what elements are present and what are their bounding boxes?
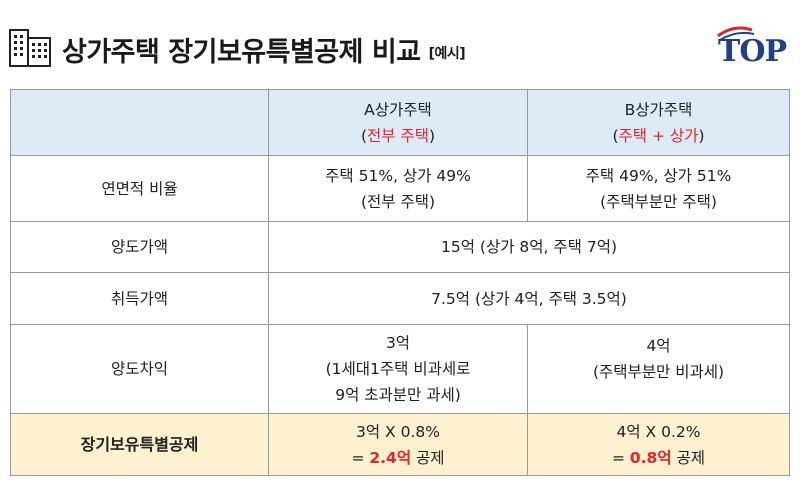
cell-merged: 15억 (상가 8억, 주택 7억) <box>268 221 790 273</box>
cell-a: 주택 51%, 상가 49% (전부 주택) <box>268 155 528 222</box>
table-header-row: A상가주택 (전부 주택) B상가주택 (주택 + 상가) <box>10 89 790 156</box>
cell-line: = 0.8억 공제 <box>611 448 706 467</box>
cell-merged: 7.5억 (상가 4억, 주택 3.5억) <box>268 272 790 325</box>
col-a-type: (전부 주택) <box>360 126 436 145</box>
page-title: 상가주택 장기보유특별공제 비교 [예시] <box>62 30 466 69</box>
cell-line: 4억 <box>646 337 671 355</box>
page-header: 상가주택 장기보유특별공제 비교 [예시] TOP <box>0 0 800 88</box>
row-label: 취득가액 <box>10 272 269 325</box>
cell-a: 3억 X 0.8% = 2.4억 공제 <box>268 413 528 476</box>
cell-line: 3억 <box>385 334 411 352</box>
row-label: 양도가액 <box>10 221 269 273</box>
col-b-type: (주택 + 상가) <box>612 126 705 145</box>
table-row-gain: 양도차익 3억 (1세대1주택 비과세로 9억 초과분만 과세) 4억 (주택부… <box>10 324 790 414</box>
cell-line: 3억 X 0.8% <box>356 422 440 441</box>
cell-line: = 2.4억 공제 <box>351 448 445 467</box>
col-b-title: B상가주택 <box>624 100 693 119</box>
cell-line: 4억 X 0.2% <box>616 422 701 441</box>
logo-text: TOP <box>718 34 787 69</box>
cell-line: (1세대1주택 비과세로 <box>325 360 471 378</box>
header-col-b: B상가주택 (주택 + 상가) <box>527 89 790 156</box>
col-b-type-highlight: 주택 + 상가 <box>618 126 699 145</box>
header-col-a: A상가주택 (전부 주택) <box>268 89 528 156</box>
table-row-area-ratio: 연면적 비율 주택 51%, 상가 49% (전부 주택) 주택 49%, 상가… <box>10 155 790 222</box>
row-label: 장기보유특별공제 <box>10 413 269 476</box>
row-label: 양도차익 <box>10 324 269 414</box>
row-label: 연면적 비율 <box>10 155 269 222</box>
page-subtitle: [예시] <box>428 46 466 62</box>
top-logo: TOP <box>717 26 792 74</box>
cell-line: (주택부분만 비과세) <box>592 363 725 381</box>
building-icon <box>9 29 51 67</box>
deduction-amount-b: 0.8억 <box>629 448 672 467</box>
cell-line: (전부 주택) <box>360 192 436 211</box>
cell-line: 주택 51%, 상가 49% <box>325 166 471 185</box>
cell-line: 주택 49%, 상가 51% <box>585 166 732 185</box>
cell-b: 4억 (주택부분만 비과세) <box>527 324 790 414</box>
table-row-sale-price: 양도가액 15억 (상가 8억, 주택 7억) <box>10 221 790 273</box>
cell-a: 3억 (1세대1주택 비과세로 9억 초과분만 과세) <box>268 324 528 414</box>
header-empty-cell <box>10 89 269 156</box>
col-a-type-highlight: 전부 주택 <box>367 126 429 145</box>
col-a-title: A상가주택 <box>364 100 432 119</box>
comparison-table: A상가주택 (전부 주택) B상가주택 (주택 + 상가) 연면적 비율 주택 … <box>10 89 790 476</box>
cell-b: 4억 X 0.2% = 0.8억 공제 <box>527 413 790 476</box>
table-row-acq-price: 취득가액 7.5억 (상가 4억, 주택 3.5억) <box>10 272 790 325</box>
table-row-deduction: 장기보유특별공제 3억 X 0.8% = 2.4억 공제 4억 X 0.2% =… <box>10 413 790 476</box>
page-title-text: 상가주택 장기보유특별공제 비교 <box>62 37 421 68</box>
logo-swoosh-icon <box>717 26 755 41</box>
cell-line: (주택부분만 주택) <box>600 192 717 211</box>
deduction-amount-a: 2.4억 <box>369 448 412 467</box>
cell-b: 주택 49%, 상가 51% (주택부분만 주택) <box>527 155 790 222</box>
cell-line: 9억 초과분만 과세) <box>335 386 461 404</box>
